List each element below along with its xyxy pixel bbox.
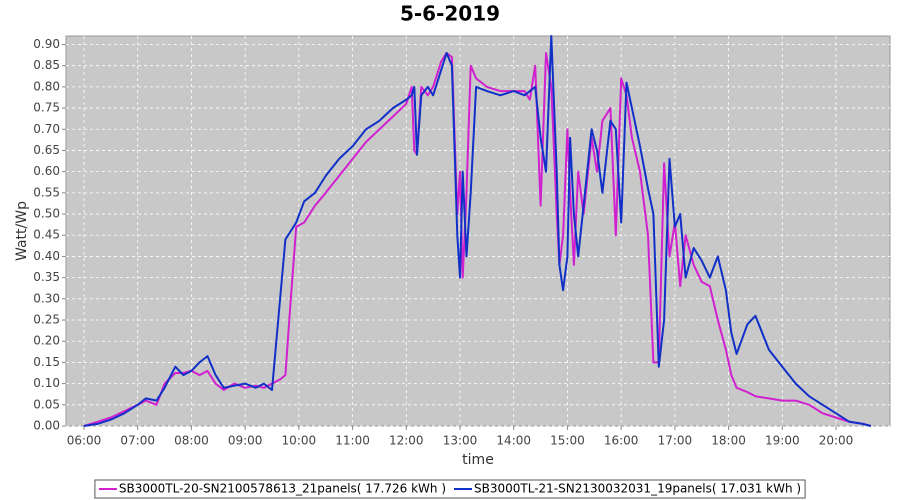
x-tick-label: 08:00 [174,434,209,448]
series-line [83,35,872,427]
x-tick-label: 10:00 [282,434,317,448]
legend-text: SB3000TL-20-SN2100578613_21panels( 17.72… [119,482,446,496]
chart-title: 5-6-2019 [400,2,500,26]
y-tick-label: 0.40 [33,249,60,263]
y-tick-label: 0.20 [33,334,60,348]
y-tick-label: 0.55 [33,185,60,199]
x-tick-label: 13:00 [443,434,478,448]
legend: SB3000TL-20-SN2100578613_21panels( 17.72… [94,479,806,499]
x-tick-label: 06:00 [67,434,102,448]
y-tick-label: 0.35 [33,270,60,284]
y-tick-label: 0.85 [33,58,60,72]
y-tick-label: 0.65 [33,143,60,157]
x-axis-label: time [462,452,494,468]
y-tick-label: 0.15 [33,355,60,369]
x-tick-label: 07:00 [120,434,155,448]
x-tick-label: 19:00 [765,434,800,448]
x-tick-label: 15:00 [550,434,585,448]
x-tick-label: 14:00 [496,434,531,448]
x-tick-label: 16:00 [604,434,639,448]
y-tick-label: 0.10 [33,376,60,390]
y-tick-label: 0.75 [33,101,60,115]
y-tick-label: 0.00 [33,419,60,433]
y-tick-label: 0.80 [33,79,60,93]
x-tick-label: 12:00 [389,434,424,448]
legend-box [94,479,806,499]
y-tick-label: 0.90 [33,37,60,51]
y-tick-label: 0.45 [33,228,60,242]
x-tick-label: 17:00 [658,434,693,448]
x-tick-label: 18:00 [711,434,746,448]
x-tick-label: 09:00 [228,434,263,448]
x-tick-label: 20:00 [819,434,854,448]
y-tick-label: 0.30 [33,291,60,305]
x-tick-label: 11:00 [335,434,370,448]
y-tick-label: 0.60 [33,164,60,178]
legend-text: SB3000TL-21-SN2130032031_19panels( 17.03… [474,482,801,496]
y-tick-label: 0.70 [33,122,60,136]
y-tick-label: 0.50 [33,207,60,221]
y-tick-label: 0.05 [33,397,60,411]
plot-area [65,35,891,427]
y-tick-label: 0.25 [33,313,60,327]
y-axis-label: Watt/Wp [14,201,30,261]
